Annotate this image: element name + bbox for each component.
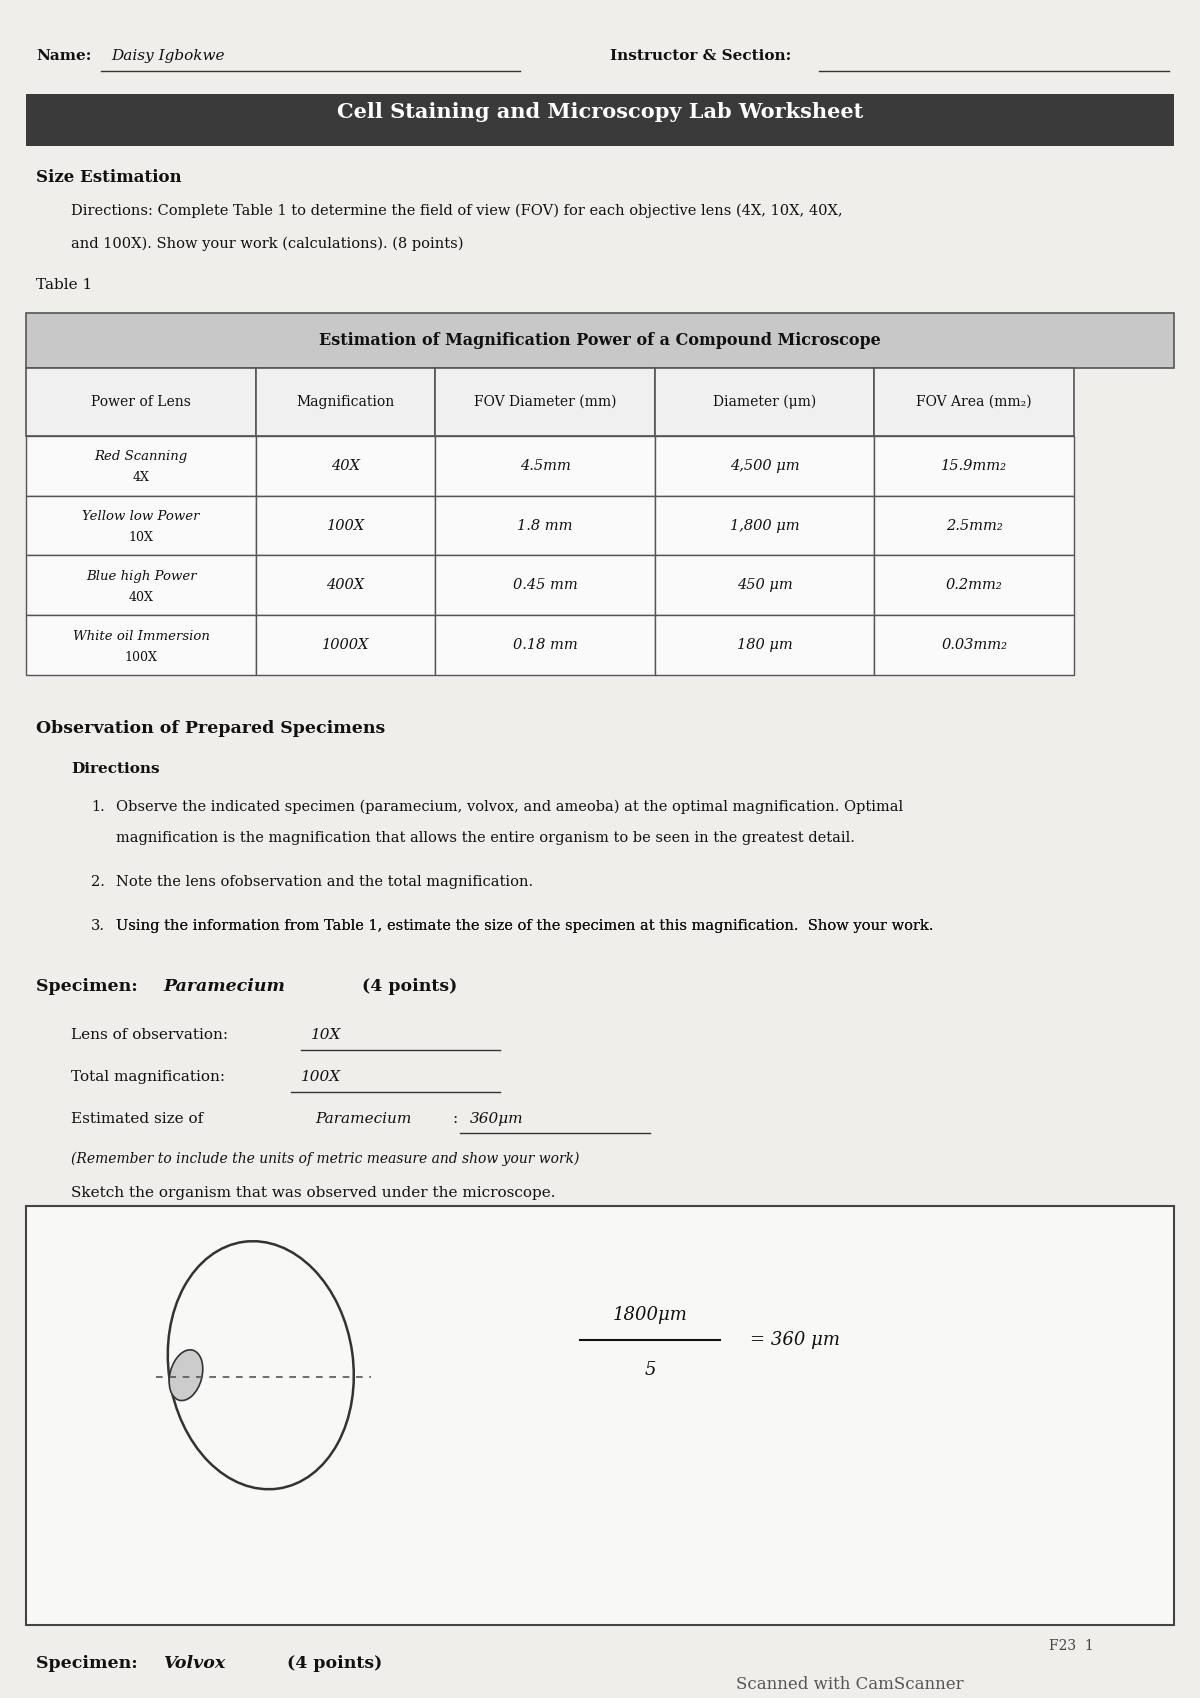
Text: 10X: 10X [128,531,154,543]
Text: 1.8 mm: 1.8 mm [517,518,572,533]
Text: 180 μm: 180 μm [737,638,792,652]
Text: 1,800 μm: 1,800 μm [730,518,799,533]
Text: Sketch the organism that was observed under the microscope.: Sketch the organism that was observed un… [71,1187,556,1200]
Text: 0.45 mm: 0.45 mm [512,579,577,593]
Text: Paramecium: Paramecium [163,978,284,995]
Text: (4 points): (4 points) [355,978,457,995]
Text: 1.: 1. [91,800,104,813]
FancyBboxPatch shape [26,496,256,555]
FancyBboxPatch shape [436,436,655,496]
Text: Total magnification:: Total magnification: [71,1070,226,1083]
FancyBboxPatch shape [256,615,436,676]
Text: Red Scanning: Red Scanning [95,450,187,464]
Text: Size Estimation: Size Estimation [36,168,182,185]
Text: Diameter (μm): Diameter (μm) [713,396,816,409]
Text: 400X: 400X [326,579,365,593]
FancyBboxPatch shape [875,368,1074,436]
Text: Specimen:: Specimen: [36,1654,144,1671]
Text: Observation of Prepared Specimens: Observation of Prepared Specimens [36,720,385,737]
Text: 360μm: 360μm [470,1112,524,1126]
FancyBboxPatch shape [256,555,436,615]
Text: 15.9mm₂: 15.9mm₂ [941,458,1007,472]
FancyBboxPatch shape [436,496,655,555]
FancyBboxPatch shape [875,555,1074,615]
Text: Observe the indicated specimen (paramecium, volvox, and ameoba) at the optimal m: Observe the indicated specimen (parameci… [116,800,904,813]
Text: 0.03mm₂: 0.03mm₂ [941,638,1007,652]
FancyBboxPatch shape [436,615,655,676]
Ellipse shape [169,1350,203,1401]
FancyBboxPatch shape [256,496,436,555]
Text: Directions: Complete Table 1 to determine the field of view (FOV) for each objec: Directions: Complete Table 1 to determin… [71,204,842,217]
Text: 4,500 μm: 4,500 μm [730,458,799,472]
FancyBboxPatch shape [26,93,1174,146]
Text: Using the information from Table 1, estimate the size of the specimen at this ma: Using the information from Table 1, esti… [116,919,934,934]
Text: Specimen:: Specimen: [36,978,144,995]
Text: 40X: 40X [331,458,360,472]
Text: (Remember to include the units of metric measure and show your work): (Remember to include the units of metric… [71,1151,580,1167]
Text: 3.: 3. [91,919,106,934]
Text: 0.2mm₂: 0.2mm₂ [946,579,1002,593]
Text: Using the information from Table 1, estimate the size of the specimen at this ma: Using the information from Table 1, esti… [116,919,934,934]
Text: 4.5mm: 4.5mm [520,458,570,472]
FancyBboxPatch shape [26,1206,1174,1625]
Text: (4 points): (4 points) [281,1654,382,1671]
Text: FOV Area (mm₂): FOV Area (mm₂) [917,396,1032,409]
Text: = 360 μm: = 360 μm [750,1331,840,1350]
Text: Paramecium: Paramecium [316,1112,412,1126]
Text: Blue high Power: Blue high Power [85,571,197,582]
Text: Estimated size of: Estimated size of [71,1112,204,1126]
Text: :: : [452,1112,457,1126]
Text: 450 μm: 450 μm [737,579,792,593]
Text: 10X: 10X [311,1027,341,1043]
Text: Estimation of Magnification Power of a Compound Microscope: Estimation of Magnification Power of a C… [319,333,881,350]
FancyBboxPatch shape [26,368,256,436]
Text: F23  1: F23 1 [1049,1639,1093,1652]
FancyBboxPatch shape [655,615,875,676]
FancyBboxPatch shape [26,555,256,615]
Text: Power of Lens: Power of Lens [91,396,191,409]
Text: Magnification: Magnification [296,396,395,409]
Text: Name:: Name: [36,49,91,63]
FancyBboxPatch shape [655,368,875,436]
Text: Cell Staining and Microscopy Lab Worksheet: Cell Staining and Microscopy Lab Workshe… [337,102,863,122]
FancyBboxPatch shape [256,436,436,496]
Text: 100X: 100X [125,650,157,664]
FancyBboxPatch shape [875,615,1074,676]
Text: Lens of observation:: Lens of observation: [71,1027,228,1043]
Text: 5: 5 [644,1362,655,1379]
Text: Instructor & Section:: Instructor & Section: [610,49,791,63]
Text: Yellow low Power: Yellow low Power [83,509,200,523]
FancyBboxPatch shape [26,615,256,676]
Text: Directions: Directions [71,762,160,776]
FancyBboxPatch shape [256,368,436,436]
FancyBboxPatch shape [875,436,1074,496]
Text: Scanned with CamScanner: Scanned with CamScanner [736,1676,964,1693]
Text: and 100X). Show your work (calculations). (8 points): and 100X). Show your work (calculations)… [71,236,463,251]
Text: 100X: 100X [326,518,365,533]
Text: magnification is the magnification that allows the entire organism to be seen in: magnification is the magnification that … [116,832,854,846]
Text: Volvox: Volvox [163,1654,226,1671]
FancyBboxPatch shape [655,496,875,555]
Text: 2.5mm₂: 2.5mm₂ [946,518,1002,533]
FancyBboxPatch shape [436,368,655,436]
FancyBboxPatch shape [26,314,1174,368]
Text: White oil Immersion: White oil Immersion [73,630,210,642]
FancyBboxPatch shape [436,555,655,615]
Text: 100X: 100X [301,1070,341,1083]
Text: 1000X: 1000X [322,638,370,652]
FancyBboxPatch shape [875,496,1074,555]
Text: Note the lens ofobservation and the total magnification.: Note the lens ofobservation and the tota… [116,876,533,890]
FancyBboxPatch shape [26,436,256,496]
FancyBboxPatch shape [655,555,875,615]
Text: Daisy Igbokwe: Daisy Igbokwe [112,49,224,63]
Text: FOV Diameter (mm): FOV Diameter (mm) [474,396,617,409]
Text: 0.18 mm: 0.18 mm [512,638,577,652]
Text: 1800μm: 1800μm [612,1306,688,1324]
Text: 2.: 2. [91,876,106,890]
FancyBboxPatch shape [655,436,875,496]
Text: 40X: 40X [128,591,154,604]
Text: 4X: 4X [133,472,150,484]
Text: Table 1: Table 1 [36,278,92,292]
